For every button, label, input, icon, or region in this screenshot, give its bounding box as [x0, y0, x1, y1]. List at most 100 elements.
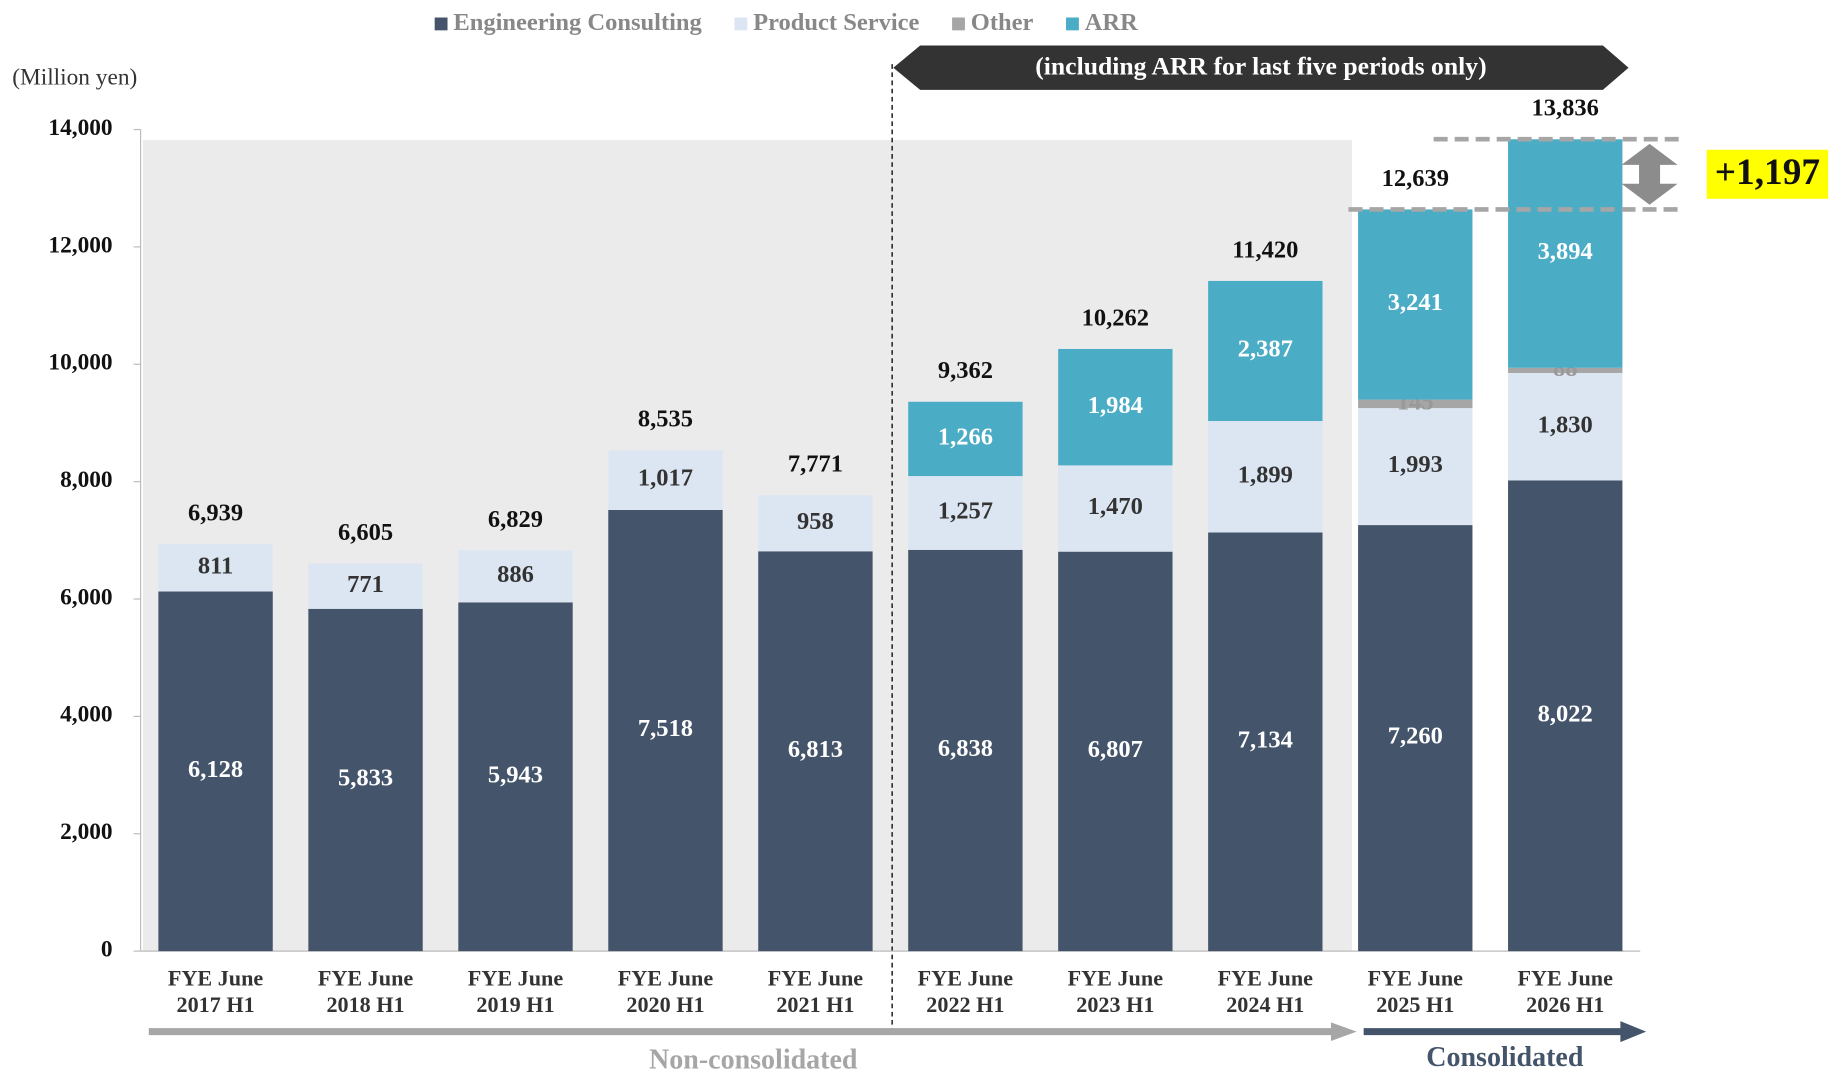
bar-segment: [758, 495, 873, 552]
total-label: 7,771: [788, 451, 843, 478]
legend-swatch: [734, 17, 748, 31]
total-label: 9,362: [938, 357, 993, 384]
value-label: 8,022: [1538, 700, 1593, 727]
bar-segment: [1358, 399, 1473, 409]
total-label: 8,535: [638, 406, 693, 433]
x-tick-label: FYE June: [168, 965, 264, 990]
y-tick-label: 12,000: [48, 232, 112, 258]
total-label: 6,605: [338, 519, 393, 546]
value-label: 3,894: [1538, 238, 1593, 265]
bar-segment: [1058, 465, 1173, 552]
y-tick-label: 14,000: [48, 115, 112, 141]
x-tick-label: FYE June: [918, 965, 1014, 990]
total-label: 13,836: [1532, 95, 1599, 122]
x-tick-label: FYE June: [318, 965, 414, 990]
value-label: 3,241: [1388, 289, 1443, 316]
value-label: 2,387: [1238, 336, 1293, 363]
value-label: 1,899: [1238, 461, 1293, 488]
increase-box: [1706, 149, 1829, 199]
bar-segment: [458, 602, 573, 952]
value-label: 1,830: [1538, 411, 1593, 438]
value-label: 1,266: [938, 424, 993, 451]
bar-segment: [1358, 209, 1473, 400]
value-label: 6,813: [788, 736, 843, 763]
y-tick-label: 0: [101, 936, 113, 962]
x-tick-label: 2022 H1: [926, 992, 1004, 1017]
value-label: 1,993: [1388, 451, 1443, 478]
bar-segment: [908, 549, 1023, 952]
value-label: 1,257: [938, 498, 993, 525]
x-tick-label: FYE June: [1368, 965, 1464, 990]
x-tick-label: 2026 H1: [1526, 992, 1604, 1017]
value-label: 1,984: [1088, 392, 1143, 419]
y-tick-label: 6,000: [60, 584, 113, 610]
legend-label: Other: [971, 9, 1034, 36]
value-label: 811: [198, 552, 233, 579]
non-consolidated-label: Non-consolidated: [649, 1044, 858, 1075]
value-label: 6,807: [1088, 736, 1143, 763]
total-label: 6,829: [488, 506, 543, 533]
x-tick-label: 2024 H1: [1226, 992, 1304, 1017]
value-label: 886: [497, 561, 534, 588]
bar-segment: [1508, 139, 1623, 368]
value-label: 1,017: [638, 465, 693, 492]
bar-segment: [758, 551, 873, 952]
bar-segment: [1208, 532, 1323, 952]
x-tick-label: 2025 H1: [1376, 992, 1454, 1017]
value-label: 771: [347, 571, 384, 598]
bar-segment: [1508, 480, 1623, 952]
bar-segment: [908, 401, 1023, 477]
bar-segment: [1508, 367, 1623, 373]
bar-segment: [1358, 408, 1473, 526]
bar-segment: [458, 550, 573, 603]
x-tick-label: FYE June: [1218, 965, 1314, 990]
value-label: 1,470: [1088, 493, 1143, 520]
value-label: 6,128: [188, 756, 243, 783]
x-tick-label: 2018 H1: [326, 992, 404, 1017]
bar-segment: [1058, 551, 1173, 952]
x-tick-label: FYE June: [618, 965, 714, 990]
legend-swatch: [1066, 17, 1079, 31]
y-tick-label: 10,000: [48, 350, 112, 376]
y-axis-label: (Million yen): [12, 65, 137, 91]
y-tick-label: 4,000: [60, 702, 113, 728]
value-label: 958: [797, 508, 834, 535]
x-tick-label: 2020 H1: [626, 992, 704, 1017]
total-label: 12,639: [1382, 165, 1449, 192]
bar-segment: [1508, 372, 1623, 481]
bar-segment: [308, 563, 423, 609]
total-label: 11,420: [1232, 236, 1298, 263]
bar-segment: [158, 591, 273, 952]
total-label: 6,939: [188, 499, 243, 526]
legend-label: Engineering Consulting: [453, 9, 702, 36]
value-label: 5,943: [488, 761, 543, 788]
legend-swatch: [952, 17, 965, 31]
increase-arrow: [1621, 143, 1678, 205]
bar-segment: [1358, 525, 1473, 952]
legend-swatch: [434, 17, 448, 31]
x-tick-label: FYE June: [1518, 965, 1614, 990]
x-tick-label: 2017 H1: [176, 992, 254, 1017]
consolidated-label: Consolidated: [1426, 1042, 1584, 1073]
bar-segment: [158, 543, 273, 592]
x-tick-label: 2021 H1: [776, 992, 854, 1017]
value-label: 7,260: [1388, 723, 1443, 750]
legend-label: Product Service: [753, 9, 919, 36]
bar-segment: [1208, 280, 1323, 422]
value-label: 6,838: [938, 735, 993, 762]
increase-label: +1,197: [1715, 152, 1820, 193]
value-label: 5,833: [338, 765, 393, 792]
y-tick-label: 2,000: [60, 819, 113, 845]
bar-segment: [1208, 421, 1323, 533]
total-label: 10,262: [1082, 304, 1149, 331]
x-tick-label: 2019 H1: [476, 992, 554, 1017]
arr-note: (including ARR for last five periods onl…: [1035, 52, 1486, 81]
y-tick-label: 8,000: [60, 467, 113, 493]
x-tick-label: 2023 H1: [1076, 992, 1154, 1017]
non-consolidated-arrow: [148, 1022, 1357, 1041]
bar-segment: [1058, 348, 1173, 466]
legend-label: ARR: [1085, 9, 1138, 36]
value-label: 7,518: [638, 715, 693, 742]
consolidated-arrow: [1363, 1021, 1647, 1043]
